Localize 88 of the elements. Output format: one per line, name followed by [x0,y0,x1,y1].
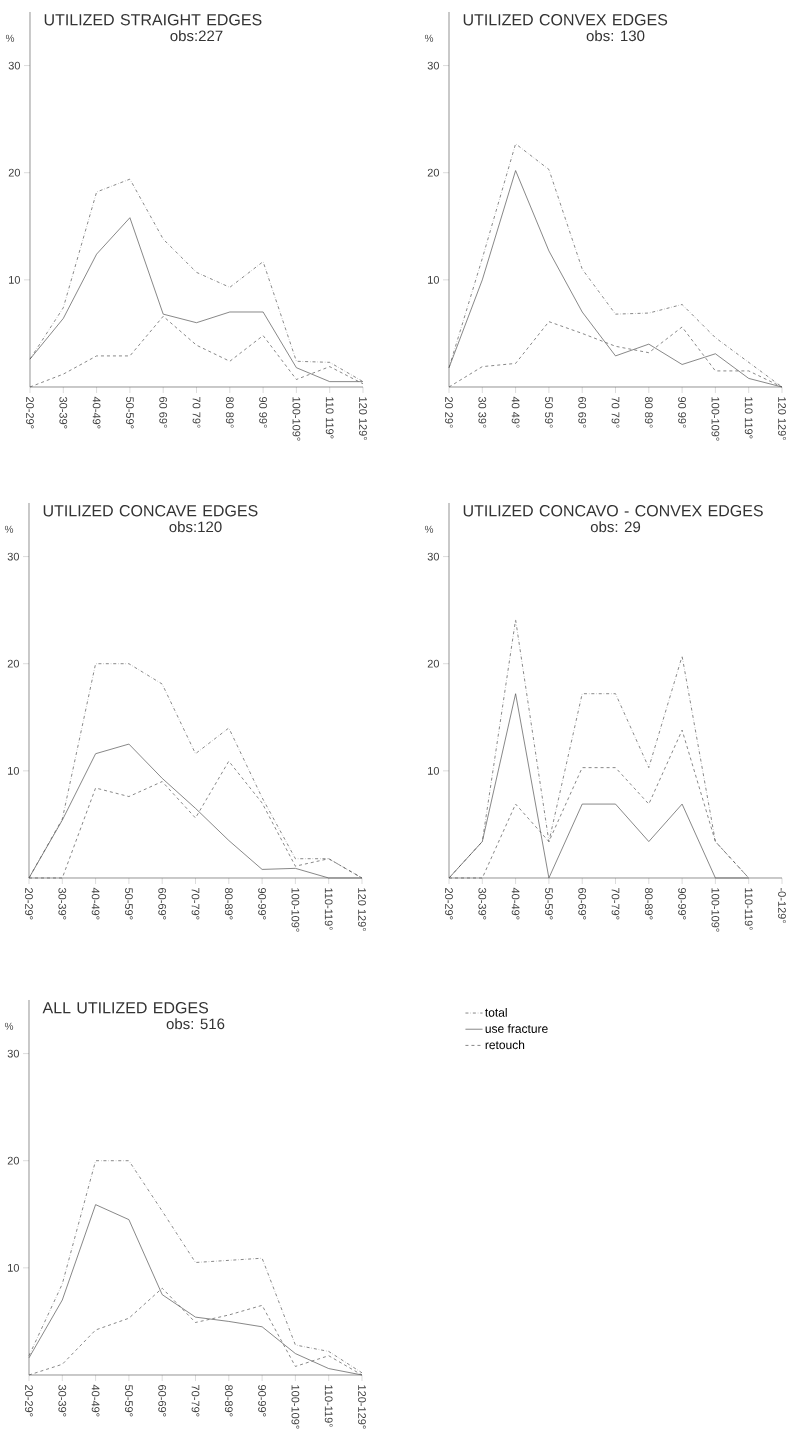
y-tick-label: 10 [8,766,20,775]
x-tick-label: 50-59° [126,396,134,429]
y-tick-label: 10 [9,275,21,284]
y-tick-label: 30 [7,1049,20,1058]
x-tick-label: 110-119° [324,888,333,930]
x-tick-label: 60-69° [158,1385,167,1417]
y-tick-label: 10 [8,1263,20,1272]
x-tick-label: 50-59° [125,1384,133,1417]
x-tick-label: 90-99° [678,888,686,920]
x-tick-label: 60-69° [158,888,167,920]
y-axis-title: % [4,1022,14,1030]
x-tick-label: 60 69° [159,397,168,428]
x-tick-label: 80 89° [225,396,234,428]
x-tick-label: 120-129° [358,1385,366,1429]
x-tick-label: 50-59° [125,887,133,920]
x-tick-label: 70 79° [192,397,201,428]
y-axis-title: % [5,34,15,42]
x-tick-label: 40-49° [91,887,100,920]
text: obs: 130 [586,30,645,42]
x-tick-label: 30 39° [478,396,487,428]
x-tick-label: 20 29° [445,397,453,428]
x-tick-label: 70-79° [611,888,620,920]
x-tick-label: 120 129° [778,397,786,440]
chart-title: UTILIZED CONCAVE EDGES [43,505,258,517]
legend-label: use fracture [485,1024,548,1033]
x-tick-label: 70-79° [191,888,200,920]
x-tick-label: 20-29° [25,1385,33,1417]
x-tick-label: 100-109° [711,397,720,441]
y-tick-label: 10 [428,766,440,775]
x-tick-label: 80-89° [224,1385,233,1417]
y-tick-label: 30 [427,552,440,561]
y-axis-title: % [4,525,14,533]
x-tick-label: 110-119° [324,1385,333,1427]
x-tick-label: 40 49° [511,396,520,428]
chart-title: UTILIZED CONCAVO - CONVEX EDGES [463,505,763,517]
x-tick-label: 40-49° [92,396,101,429]
x-tick-label: 30-39° [478,887,487,920]
x-tick-label: 120 129° [359,397,367,440]
x-tick-label: 80 89° [644,396,653,428]
y-tick-label: 20 [427,168,440,177]
y-axis-title: % [424,525,434,533]
text: obs: 516 [166,1018,225,1030]
x-tick-label: 70 79° [611,397,620,428]
y-tick-label: 20 [7,659,20,668]
y-tick-label: 30 [7,552,20,561]
x-tick-label: 90 99° [259,397,267,428]
x-tick-label: 110 119° [325,397,334,439]
y-axis-title: % [424,34,434,42]
x-tick-label: 90 99° [678,397,686,428]
x-tick-label: 20-29° [445,888,453,920]
x-tick-label: -0-129° [778,888,786,924]
x-tick-label: 100-109° [291,888,300,932]
legend-label: total [485,1007,507,1017]
x-tick-label: 110-119° [744,888,753,930]
text: obs:120 [169,521,222,533]
x-tick-label: 30-39° [58,1384,67,1417]
y-tick-label: 20 [427,659,440,668]
x-tick-label: 40-49° [511,887,520,920]
x-tick-label: 110 119° [744,397,753,439]
text: obs:227 [170,30,223,42]
x-tick-label: 20-29° [26,397,34,429]
x-tick-label: 100-109° [711,888,720,932]
x-tick-label: 100-109° [291,1385,300,1429]
y-tick-label: 30 [8,61,21,70]
x-tick-label: 50-59° [545,887,553,920]
y-tick-label: 20 [7,1156,20,1165]
x-tick-label: 40-49° [91,1384,100,1417]
y-tick-label: 30 [427,61,440,70]
chart-title: UTILIZED STRAIGHT EDGES [44,14,262,26]
x-tick-label: 80-89° [224,888,233,920]
y-tick-label: 10 [428,275,440,284]
x-tick-label: 60 69° [578,397,587,428]
x-tick-label: 70-79° [191,1385,200,1417]
x-tick-label: 120 129° [358,888,366,931]
x-tick-label: 60-69° [578,888,587,920]
chart-title: ALL UTILIZED EDGES [42,1002,209,1014]
x-tick-label: 80-89° [644,888,653,920]
legend-label: retouch [485,1040,525,1050]
x-tick-label: 100-109° [292,397,301,441]
x-tick-label: 20-29° [25,888,33,920]
x-tick-label: 50 59° [545,396,553,428]
text: obs: 29 [590,521,641,533]
y-tick-label: 20 [8,168,21,177]
x-tick-label: 30-39° [58,887,67,920]
x-tick-label: 30-39° [59,396,68,429]
chart-title: UTILIZED CONVEX EDGES [463,14,668,26]
x-tick-label: 90-99° [258,1385,266,1417]
x-tick-label: 90-99° [258,888,266,920]
